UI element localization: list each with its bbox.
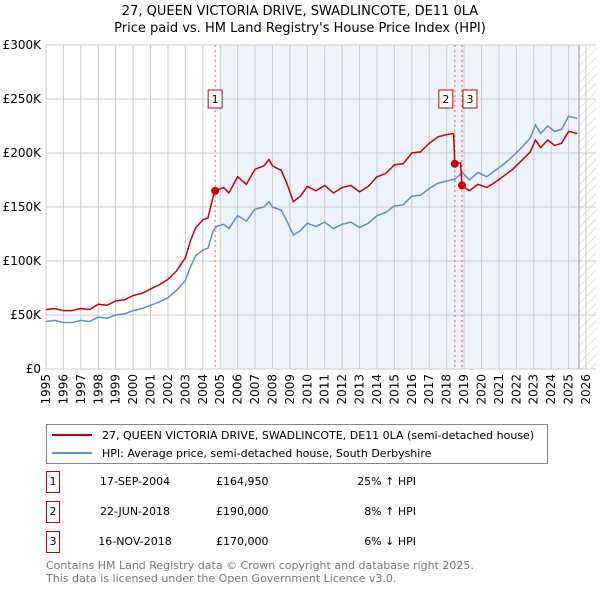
x-tick-label: 1998 bbox=[91, 374, 105, 405]
x-tick-label: 2021 bbox=[492, 374, 506, 405]
sale-point bbox=[450, 159, 459, 168]
footer-line: Contains HM Land Registry data © Crown c… bbox=[46, 559, 474, 572]
x-tick-label: 2002 bbox=[161, 374, 175, 405]
x-tick-label: 1995 bbox=[39, 374, 53, 405]
y-tick-label: £150K bbox=[3, 200, 43, 214]
y-tick-label: £250K bbox=[3, 92, 43, 106]
x-tick-label: 2005 bbox=[213, 374, 227, 405]
sale-date: 16-NOV-2018 bbox=[98, 535, 172, 548]
sale-price: £190,000 bbox=[216, 505, 269, 518]
x-tick-label: 2019 bbox=[457, 374, 471, 405]
x-tick-label: 2014 bbox=[370, 374, 384, 405]
sale-label: 3 bbox=[466, 93, 473, 106]
x-tick-label: 2012 bbox=[335, 374, 349, 405]
x-tick-label: 1999 bbox=[109, 374, 123, 405]
sale-label-box bbox=[438, 89, 454, 109]
x-tick-label: 2008 bbox=[265, 374, 279, 405]
legend-item-property: 27, QUEEN VICTORIA DRIVE, SWADLINCOTE, D… bbox=[52, 427, 534, 443]
transaction-row: 2 22-JUN-2018 £190,000 8% ↑ HPI bbox=[46, 501, 546, 523]
x-tick-label: 2010 bbox=[300, 374, 314, 405]
x-tick-label: 2023 bbox=[527, 374, 541, 405]
line-chart: 1995 1996 1997 1998 1999 2000 2001 2002 2003 2004… bbox=[3, 38, 596, 405]
sale-label: 2 bbox=[442, 93, 449, 106]
marker-number: 3 bbox=[46, 531, 60, 553]
sale-label-box bbox=[462, 89, 478, 109]
x-tick-label: 2015 bbox=[387, 374, 401, 405]
legend-label: HPI: Average price, semi-detached house,… bbox=[102, 446, 432, 460]
x-tick-label: 1996 bbox=[56, 374, 70, 405]
legend-swatch bbox=[52, 452, 92, 454]
footer-line: This data is licensed under the Open Gov… bbox=[46, 572, 397, 585]
x-tick-label: 2011 bbox=[318, 374, 332, 405]
x-tick-label: 2016 bbox=[405, 374, 419, 405]
x-tick-label: 2018 bbox=[440, 374, 454, 405]
x-tick-label: 1997 bbox=[74, 374, 88, 405]
marker-number: 2 bbox=[46, 501, 60, 523]
sale-date: 17-SEP-2004 bbox=[99, 475, 171, 488]
y-tick-label: £100K bbox=[3, 254, 43, 268]
x-tick-label: 2017 bbox=[422, 374, 436, 405]
marker-number: 1 bbox=[46, 471, 60, 493]
legend-label: 27, QUEEN VICTORIA DRIVE, SWADLINCOTE, D… bbox=[102, 428, 535, 442]
y-tick-label: £0 bbox=[26, 362, 41, 376]
hpi-diff: 8% ↑ HPI bbox=[364, 505, 416, 518]
x-tick-label: 2006 bbox=[231, 374, 245, 405]
x-tick-label: 2003 bbox=[178, 374, 192, 405]
y-tick-label: £300K bbox=[3, 38, 43, 52]
sale-price: £170,000 bbox=[216, 535, 269, 548]
x-tick-label: 2026 bbox=[579, 374, 593, 405]
x-tick-label: 2022 bbox=[509, 374, 523, 405]
transaction-row: 3 16-NOV-2018 £170,000 6% ↓ HPI bbox=[46, 531, 546, 553]
sale-label-box bbox=[207, 89, 223, 109]
legend: 27, QUEEN VICTORIA DRIVE, SWADLINCOTE, D… bbox=[46, 424, 548, 464]
x-tick-label: 2004 bbox=[196, 374, 210, 405]
chart-subtitle: Price paid vs. HM Land Registry's House … bbox=[114, 21, 486, 36]
sale-label: 1 bbox=[212, 93, 219, 106]
x-tick-label: 2001 bbox=[144, 374, 158, 405]
sale-point bbox=[211, 186, 220, 195]
property-price-line bbox=[45, 130, 578, 312]
x-tick-label: 2000 bbox=[126, 374, 140, 405]
sale-price: £164,950 bbox=[216, 475, 269, 488]
y-tick-label: £50K bbox=[10, 308, 42, 322]
transaction-row: 1 17-SEP-2004 £164,950 25% ↑ HPI bbox=[46, 471, 546, 493]
x-tick-label: 2009 bbox=[283, 374, 297, 405]
sale-date: 22-JUN-2018 bbox=[99, 505, 171, 518]
x-tick-label: 2007 bbox=[248, 374, 262, 405]
x-tick-label: 2024 bbox=[544, 374, 558, 405]
sale-point bbox=[457, 181, 466, 190]
y-tick-label: £200K bbox=[3, 146, 43, 160]
footer: Contains HM Land Registry data © Crown c… bbox=[46, 559, 474, 585]
hpi-line bbox=[45, 115, 578, 324]
legend-item-hpi: HPI: Average price, semi-detached house,… bbox=[52, 445, 431, 461]
hpi-diff: 6% ↓ HPI bbox=[364, 535, 416, 548]
legend-swatch bbox=[52, 434, 92, 436]
x-tick-label: 2020 bbox=[474, 374, 488, 405]
hpi-diff: 25% ↑ HPI bbox=[357, 475, 416, 488]
x-tick-label: 2025 bbox=[562, 374, 576, 405]
chart-title: 27, QUEEN VICTORIA DRIVE, SWADLINCOTE, D… bbox=[121, 4, 479, 19]
x-tick-label: 2013 bbox=[353, 374, 367, 405]
